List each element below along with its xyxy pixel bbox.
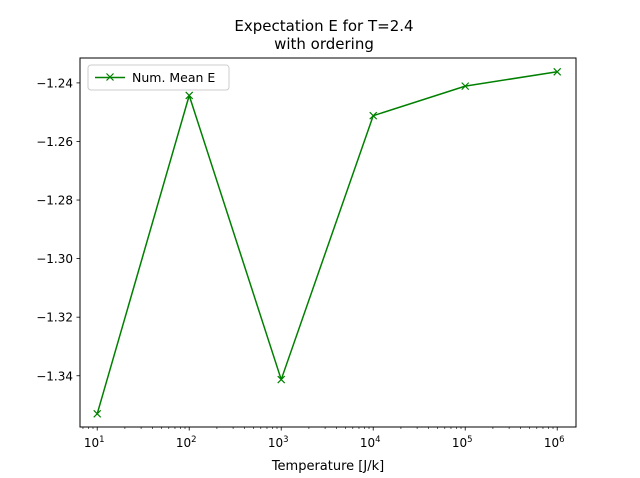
data-point-marker [185, 91, 194, 100]
y-tick-label: −1.30 [36, 252, 73, 266]
y-tick-label: −1.32 [36, 311, 73, 325]
plot-frame [79, 57, 577, 428]
series-layer [93, 67, 562, 418]
data-point-marker [553, 67, 562, 76]
y-tick-label: −1.28 [36, 194, 73, 208]
x-tick-label: 103 [268, 435, 289, 450]
data-point-marker [461, 82, 470, 91]
x-axis-ticks: 101 102 103 104 105 106 [82, 427, 565, 450]
x-tick-label: 106 [544, 435, 565, 450]
x-tick-label: 104 [360, 435, 381, 450]
y-tick-label: −1.26 [36, 135, 73, 149]
chart-title-line-1: Expectation E for T=2.4 [234, 17, 413, 35]
legend: Num. Mean E [87, 64, 230, 91]
data-point-marker [277, 375, 286, 384]
y-axis-ticks: −1.24 −1.26 −1.28 −1.30 −1.32 −1.34 [36, 76, 80, 383]
legend-label: Num. Mean E [132, 70, 215, 85]
chart-title-line-2: with ordering [274, 35, 374, 53]
data-point-marker [369, 111, 378, 120]
y-tick-label: −1.34 [36, 369, 73, 383]
x-axis-label: Temperature [J/k] [271, 459, 384, 474]
series-line [96, 71, 558, 415]
x-tick-label: 101 [84, 435, 105, 450]
legend-x-marker [106, 73, 114, 81]
data-point-marker [93, 409, 102, 418]
y-tick-label: −1.24 [36, 76, 73, 90]
x-tick-label: 102 [176, 435, 197, 450]
x-tick-label: 105 [452, 435, 473, 450]
legend-box [87, 64, 230, 91]
